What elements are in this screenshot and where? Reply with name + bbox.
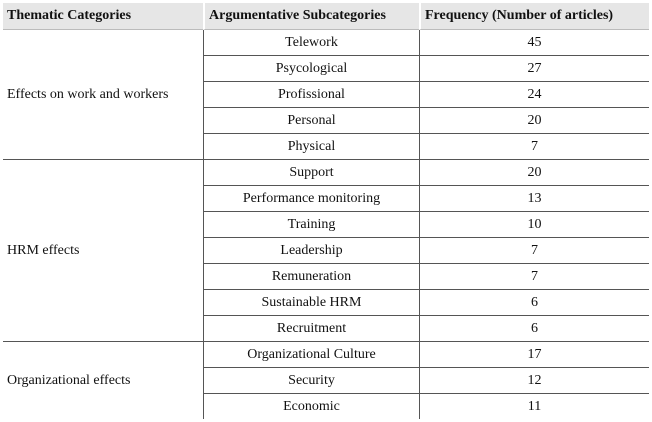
frequency-cell: 20	[419, 108, 649, 134]
header-row: Thematic Categories Argumentative Subcat…	[3, 3, 649, 30]
table-row: Economic 11	[3, 394, 649, 419]
frequency-cell: 12	[419, 368, 649, 394]
table-row: Sustainable HRM 6	[3, 290, 649, 316]
subcategory-cell: Security	[203, 368, 419, 394]
table-row: Psycological 27	[3, 56, 649, 82]
subcategory-cell: Psycological	[203, 56, 419, 82]
frequency-cell: 6	[419, 316, 649, 342]
header-cell: Argumentative Subcategories	[203, 3, 419, 30]
subcategory-cell: Recruitment	[203, 316, 419, 342]
subcategory-cell: Support	[203, 160, 419, 186]
table-row: Performance monitoring 13	[3, 186, 649, 212]
category-cell: Organizational effects	[7, 372, 131, 388]
table-row: Leadership 7	[3, 238, 649, 264]
frequency-cell: 7	[419, 134, 649, 160]
table-body: Effects on work and workers Telework 45 Psy…	[3, 30, 649, 419]
frequency-cell: 7	[419, 264, 649, 290]
subcategory-cell: Sustainable HRM	[203, 290, 419, 316]
table-row: Recruitment 6	[3, 316, 649, 342]
subcategory-cell: Telework	[203, 30, 419, 56]
subcategory-cell: Physical	[203, 134, 419, 160]
subcategory-cell: Remuneration	[203, 264, 419, 290]
frequency-cell: 24	[419, 82, 649, 108]
category-cell: Effects on work and workers	[3, 30, 203, 160]
table-row: Remuneration 7	[3, 264, 649, 290]
frequency-cell: 10	[419, 212, 649, 238]
table-row: Organizational effects Organizational Cul…	[3, 342, 649, 388]
frequency-cell: 6	[419, 290, 649, 316]
table-row: Training 10	[3, 212, 649, 238]
table-row: Personal 20	[3, 108, 649, 134]
frequency-cell: 7	[419, 238, 649, 264]
frequency-cell: 27	[419, 56, 649, 82]
table-row: Security 12	[3, 368, 649, 394]
subcategory-cell: Performance monitoring	[203, 186, 419, 212]
table: Thematic Categories Argumentative Subcat…	[3, 3, 649, 419]
table-row: Physical 7	[3, 134, 649, 160]
category-cell: HRM effects	[3, 160, 203, 342]
table-row: HRM effects Support 20	[3, 160, 649, 342]
frequency-cell: 20	[419, 160, 649, 186]
table-row: Profissional 24	[3, 82, 649, 108]
frequency-cell: 13	[419, 186, 649, 212]
header-cell: Thematic Categories	[3, 3, 203, 30]
subcategory-cell: Personal	[203, 108, 419, 134]
subcategory-cell: Economic	[203, 394, 419, 419]
header-cell: Frequency (Number of articles)	[419, 3, 649, 30]
frequency-cell: 17	[419, 342, 649, 368]
subcategory-cell: Leadership	[203, 238, 419, 264]
frequency-cell: 45	[419, 30, 649, 56]
frequency-cell: 11	[419, 394, 649, 419]
table-row: Effects on work and workers Telework 45	[3, 30, 649, 160]
subcategory-cell: Profissional	[203, 82, 419, 108]
subcategory-cell: Training	[203, 212, 419, 238]
subcategory-cell: Organizational Culture	[203, 342, 419, 368]
